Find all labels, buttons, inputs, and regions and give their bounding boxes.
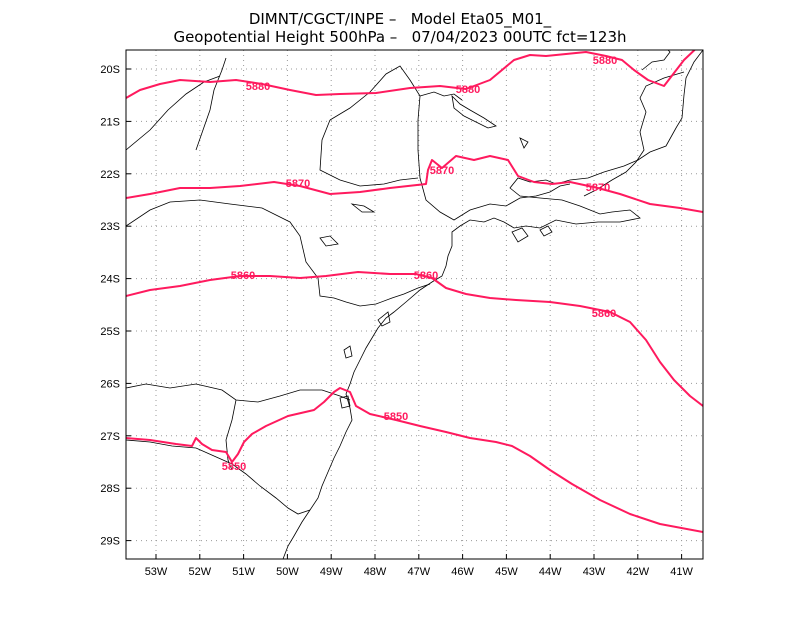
lon-tick-label: 48W — [364, 566, 387, 578]
lon-tick-label: 53W — [145, 566, 168, 578]
lat-tick-label: 24S — [100, 274, 120, 286]
contour-label: 5870 — [286, 178, 310, 190]
lat-tick-label: 22S — [100, 169, 120, 181]
coastlines-borders — [126, 50, 703, 559]
contour-labels: 5880 5880 5880 5870 5870 5870 5860 5860 … — [222, 55, 617, 473]
lat-tick-label: 21S — [100, 116, 120, 128]
lat-tick-label: 20S — [100, 64, 120, 76]
contour-label: 5850 — [222, 461, 246, 473]
lat-tick-label: 28S — [100, 483, 120, 495]
contour-label: 5880 — [456, 84, 480, 96]
coastline — [282, 50, 703, 559]
contour-label: 5880 — [246, 81, 270, 93]
contour-5870 — [126, 155, 703, 213]
lon-tick-label: 45W — [495, 566, 518, 578]
lat-tick-label: 26S — [100, 378, 120, 390]
contour-label: 5860 — [231, 270, 255, 282]
lon-tick-label: 49W — [320, 566, 343, 578]
lat-tick-label: 29S — [100, 536, 120, 548]
graticule — [126, 50, 703, 559]
lon-tick-label: 43W — [583, 566, 606, 578]
lon-tick-label: 42W — [626, 566, 649, 578]
lat-tick-label: 25S — [100, 326, 120, 338]
lon-tick-label: 46W — [451, 566, 474, 578]
contour-5850 — [126, 387, 703, 533]
axes: 20S 21S 22S 23S 24S 25S 26S 27S 28S 29S 53W 52W 51W 5… — [100, 64, 693, 578]
lat-tick-label: 23S — [100, 221, 120, 233]
geopotential-contours — [126, 50, 703, 533]
title-line-1: DIMNT/CGCT/INPE – Model Eta05_M01_ — [249, 10, 552, 29]
lon-tick-label: 41W — [670, 566, 693, 578]
contour-label: 5860 — [592, 308, 616, 320]
contour-label: 5880 — [593, 55, 617, 67]
lon-tick-label: 50W — [276, 566, 299, 578]
contour-5880-west — [126, 50, 697, 99]
lon-tick-label: 51W — [232, 566, 255, 578]
contour-label: 5850 — [384, 411, 408, 423]
contour-label: 5870 — [430, 165, 454, 177]
lon-tick-label: 47W — [407, 566, 430, 578]
map-frame — [125, 49, 704, 560]
lon-tick-label: 44W — [539, 566, 562, 578]
contour-5860 — [126, 271, 703, 407]
lat-tick-label: 27S — [100, 431, 120, 443]
contour-label: 5860 — [414, 270, 438, 282]
title-line-2: Geopotential Height 500hPa – 07/04/2023 … — [173, 28, 626, 46]
lon-tick-label: 52W — [188, 566, 211, 578]
contour-label: 5870 — [586, 182, 610, 194]
